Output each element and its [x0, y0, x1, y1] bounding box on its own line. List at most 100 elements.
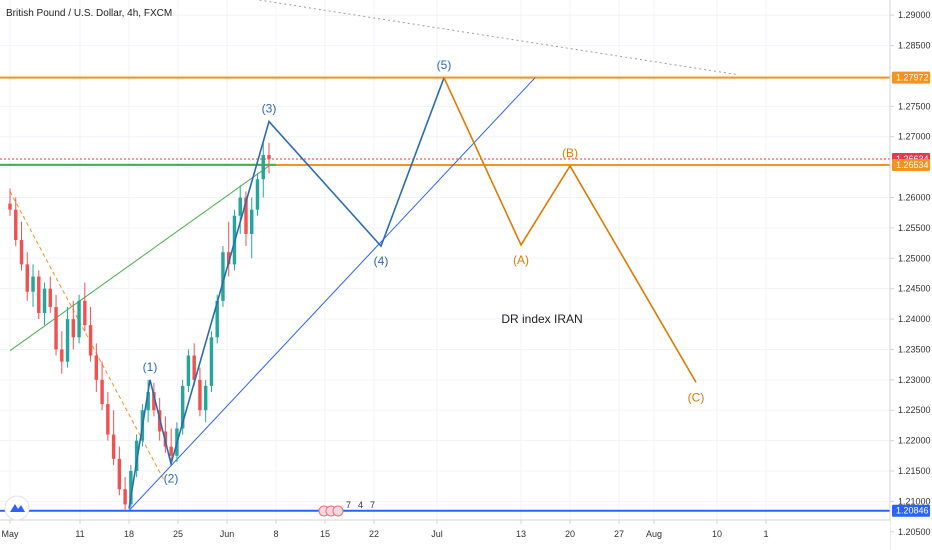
price-tag-label: 1.27972	[896, 73, 929, 83]
candle-body[interactable]	[186, 355, 191, 386]
event-marker-count: 7	[370, 500, 375, 510]
price-tag-label: 1.26534	[896, 160, 929, 170]
candle-body[interactable]	[152, 391, 156, 411]
candle-body[interactable]	[106, 404, 110, 435]
candle-body[interactable]	[169, 446, 173, 456]
wave-label: (4)	[374, 254, 389, 268]
event-marker-count: 7	[346, 500, 351, 510]
trend-line-green-channel[interactable]	[9, 165, 270, 352]
event-marker-count: 4	[358, 500, 363, 510]
candle-body[interactable]	[60, 349, 64, 362]
candle-body[interactable]	[226, 252, 231, 265]
candle-body[interactable]	[65, 319, 70, 362]
y-tick-label: 1.27500	[898, 101, 931, 111]
candle-body[interactable]	[250, 209, 254, 234]
candle-body[interactable]	[48, 288, 53, 307]
x-tick-label: 22	[369, 529, 379, 539]
candle-body[interactable]	[31, 276, 35, 292]
y-tick-label: 1.27000	[898, 132, 931, 142]
y-tick-label: 1.29000	[898, 10, 931, 20]
y-tick-label: 1.24000	[898, 314, 931, 324]
candle-body[interactable]	[88, 325, 93, 356]
candle-body[interactable]	[203, 385, 208, 411]
y-tick-label: 1.21500	[898, 466, 931, 476]
candle-body[interactable]	[25, 264, 29, 292]
price-tag-label: 1.26634	[896, 154, 929, 164]
candle-body[interactable]	[180, 385, 185, 429]
wave-label: (C)	[688, 390, 705, 404]
x-tick-label: 25	[173, 529, 183, 539]
y-tick-label: 1.26000	[898, 193, 931, 203]
candle-body[interactable]	[267, 154, 271, 160]
candle-body[interactable]	[42, 288, 47, 313]
candle-body[interactable]	[146, 391, 150, 411]
x-tick-label: 1	[763, 529, 768, 539]
candle-body[interactable]	[100, 379, 104, 405]
x-tick-label: 10	[712, 529, 722, 539]
price-tag[interactable]	[892, 159, 930, 172]
candle-body[interactable]	[8, 203, 12, 210]
x-tick-label: 27	[614, 529, 624, 539]
y-tick-label: 1.23000	[898, 375, 931, 385]
candle-body[interactable]	[19, 240, 24, 265]
chart-title: British Pound / U.S. Dollar, 4h, FXCM	[6, 8, 172, 19]
wave-label: (B)	[562, 146, 578, 160]
candle-body[interactable]	[215, 300, 219, 338]
price-tag[interactable]	[892, 71, 930, 84]
candle-body[interactable]	[54, 306, 58, 350]
x-tick-label: 11	[75, 529, 84, 539]
x-tick-label: Aug	[646, 529, 662, 539]
candle-body[interactable]	[192, 355, 196, 380]
x-tick-label: May	[1, 529, 19, 539]
candle-body[interactable]	[111, 434, 116, 459]
candle-body[interactable]	[123, 489, 127, 505]
x-tick-label: 18	[124, 529, 134, 539]
y-tick-label: 1.28500	[898, 41, 931, 51]
wave-label: (A)	[513, 253, 529, 267]
y-tick-label: 1.25500	[898, 223, 931, 233]
trend-line-orange-dash[interactable]	[9, 191, 165, 481]
candle-body[interactable]	[209, 337, 214, 386]
x-tick-label: 15	[320, 529, 330, 539]
candle-body[interactable]	[77, 300, 81, 338]
candle-body[interactable]	[117, 458, 122, 490]
y-tick-label: 1.23500	[898, 344, 931, 354]
candle-body[interactable]	[244, 197, 248, 234]
trend-line-upper-grey[interactable]	[220, 0, 739, 76]
trend-line-blue-support[interactable]	[128, 77, 536, 511]
impulse-wave-line[interactable]	[128, 77, 445, 509]
wave-label: (5)	[437, 58, 452, 72]
candle-body[interactable]	[83, 300, 87, 326]
candle-body[interactable]	[94, 355, 99, 380]
y-tick-label: 1.20500	[898, 527, 931, 537]
candle-body[interactable]	[261, 154, 265, 180]
corrective-wave-line[interactable]	[443, 77, 697, 383]
x-tick-label: 13	[516, 529, 526, 539]
candle-body[interactable]	[238, 197, 242, 216]
candle-body[interactable]	[134, 440, 139, 471]
price-axis-panel[interactable]	[890, 0, 932, 550]
candle-body[interactable]	[37, 276, 41, 313]
price-tag[interactable]	[892, 504, 930, 517]
y-tick-label: 1.22000	[898, 436, 931, 446]
wave-label: (3)	[262, 102, 277, 116]
y-tick-label: 1.24500	[898, 284, 931, 294]
candle-body[interactable]	[14, 209, 18, 241]
candle-body[interactable]	[71, 319, 76, 338]
chart-annotation: DR index IRAN	[501, 312, 582, 326]
candle-body[interactable]	[198, 379, 202, 411]
time-axis-panel[interactable]	[0, 520, 890, 550]
candle-body[interactable]	[221, 252, 225, 301]
price-tag-label: 1.20846	[896, 506, 929, 516]
y-tick-label: 1.21000	[898, 496, 931, 506]
event-marker-icon[interactable]	[332, 505, 344, 517]
y-tick-label: 1.25000	[898, 253, 931, 263]
tradingview-logo-mark	[10, 504, 25, 512]
x-tick-label: Jul	[431, 529, 443, 539]
candle-body[interactable]	[255, 179, 260, 210]
candle-body[interactable]	[129, 470, 133, 505]
wave-label: (2)	[164, 472, 179, 486]
x-tick-label: 8	[273, 529, 278, 539]
